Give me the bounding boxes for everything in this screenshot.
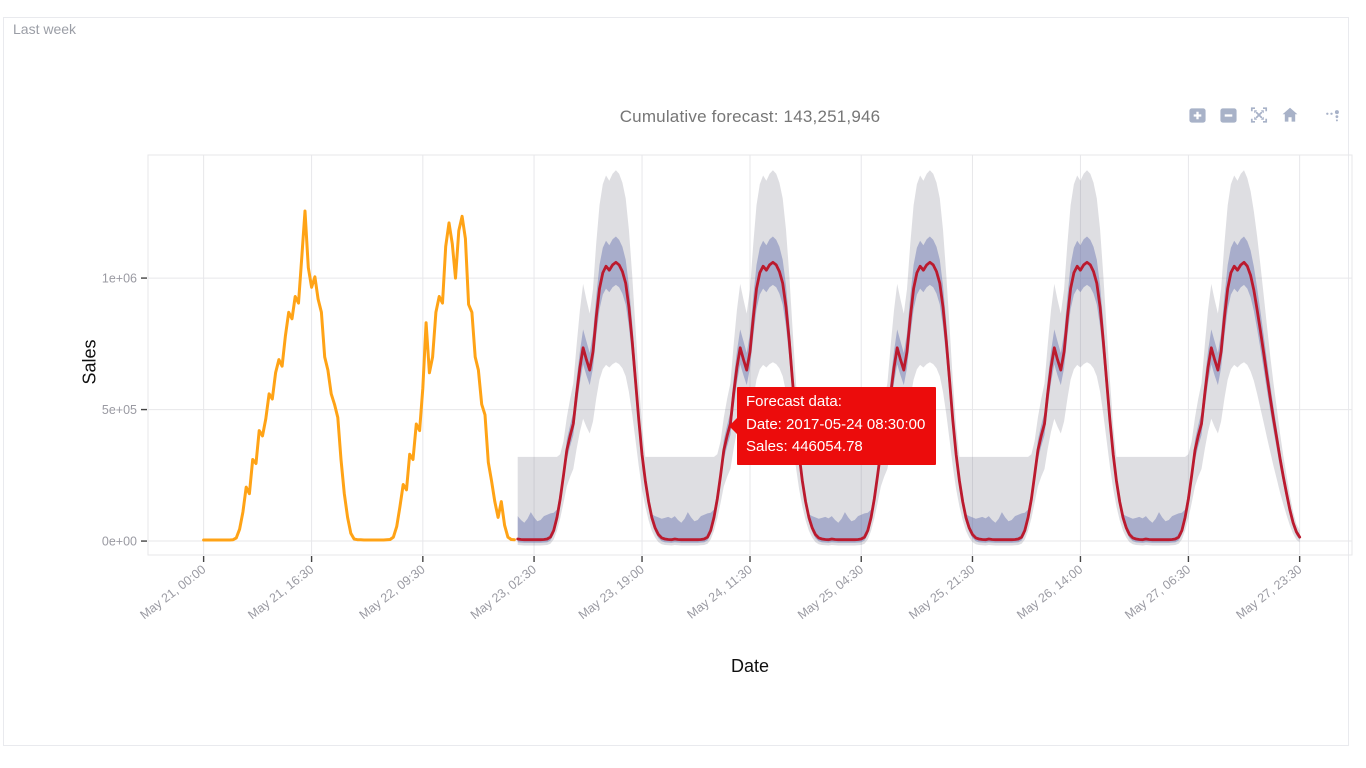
history-line xyxy=(202,209,516,542)
y-axis-title: Sales xyxy=(79,339,100,385)
x-tick-label: May 23, 19:00 xyxy=(576,562,647,622)
x-tick-label: May 26, 14:00 xyxy=(1014,562,1085,622)
x-tick-label: May 24, 11:30 xyxy=(685,562,755,621)
plotly-logo-button[interactable] xyxy=(1324,105,1344,125)
zoom-in-icon xyxy=(1188,107,1206,123)
modebar xyxy=(1187,105,1344,125)
x-tick-label: May 27, 06:30 xyxy=(1122,562,1193,622)
panel-label: Last week xyxy=(13,21,77,37)
forecast-line xyxy=(516,260,1302,542)
y-tick-label: 0e+00 xyxy=(102,535,137,549)
chart-title: Cumulative forecast: 143,251,946 xyxy=(619,107,881,126)
last-week-panel xyxy=(3,17,1349,746)
x-tick-label: May 25, 04:30 xyxy=(795,562,866,622)
x-axis-title: Date xyxy=(730,656,770,676)
tooltip-sales: Sales: 446054.78 xyxy=(746,438,863,455)
x-tick-label: May 21, 16:30 xyxy=(245,562,316,622)
tooltip-date: Date: 2017-05-24 08:30:00 xyxy=(746,415,926,433)
x-tick-label: May 21, 00:00 xyxy=(137,562,208,622)
forecast-outer-band xyxy=(517,170,1300,546)
x-tick-label: May 25, 21:30 xyxy=(906,562,977,622)
autoscale-icon xyxy=(1250,107,1268,123)
tooltip-title: Forecast data: xyxy=(746,393,842,410)
home-icon xyxy=(1282,107,1298,122)
y-tick-label: 5e+05 xyxy=(102,403,137,417)
reset-axes-button[interactable] xyxy=(1280,105,1300,125)
forecast-tooltip: Forecast data: Date: 2017-05-24 08:30:00… xyxy=(728,387,937,465)
x-tick-label: May 27, 23:30 xyxy=(1233,562,1304,622)
plotly-logo-icon xyxy=(1326,110,1339,122)
zoom-out-button[interactable] xyxy=(1218,105,1238,125)
y-tick-label: 1e+06 xyxy=(102,272,137,286)
x-tick-label: May 23, 02:30 xyxy=(468,562,539,622)
zoom-out-icon xyxy=(1219,107,1237,123)
zoom-in-button[interactable] xyxy=(1187,105,1207,125)
plot-panel-border xyxy=(147,154,1353,556)
x-tick-label: May 22, 09:30 xyxy=(357,562,428,622)
autoscale-button[interactable] xyxy=(1249,105,1269,125)
